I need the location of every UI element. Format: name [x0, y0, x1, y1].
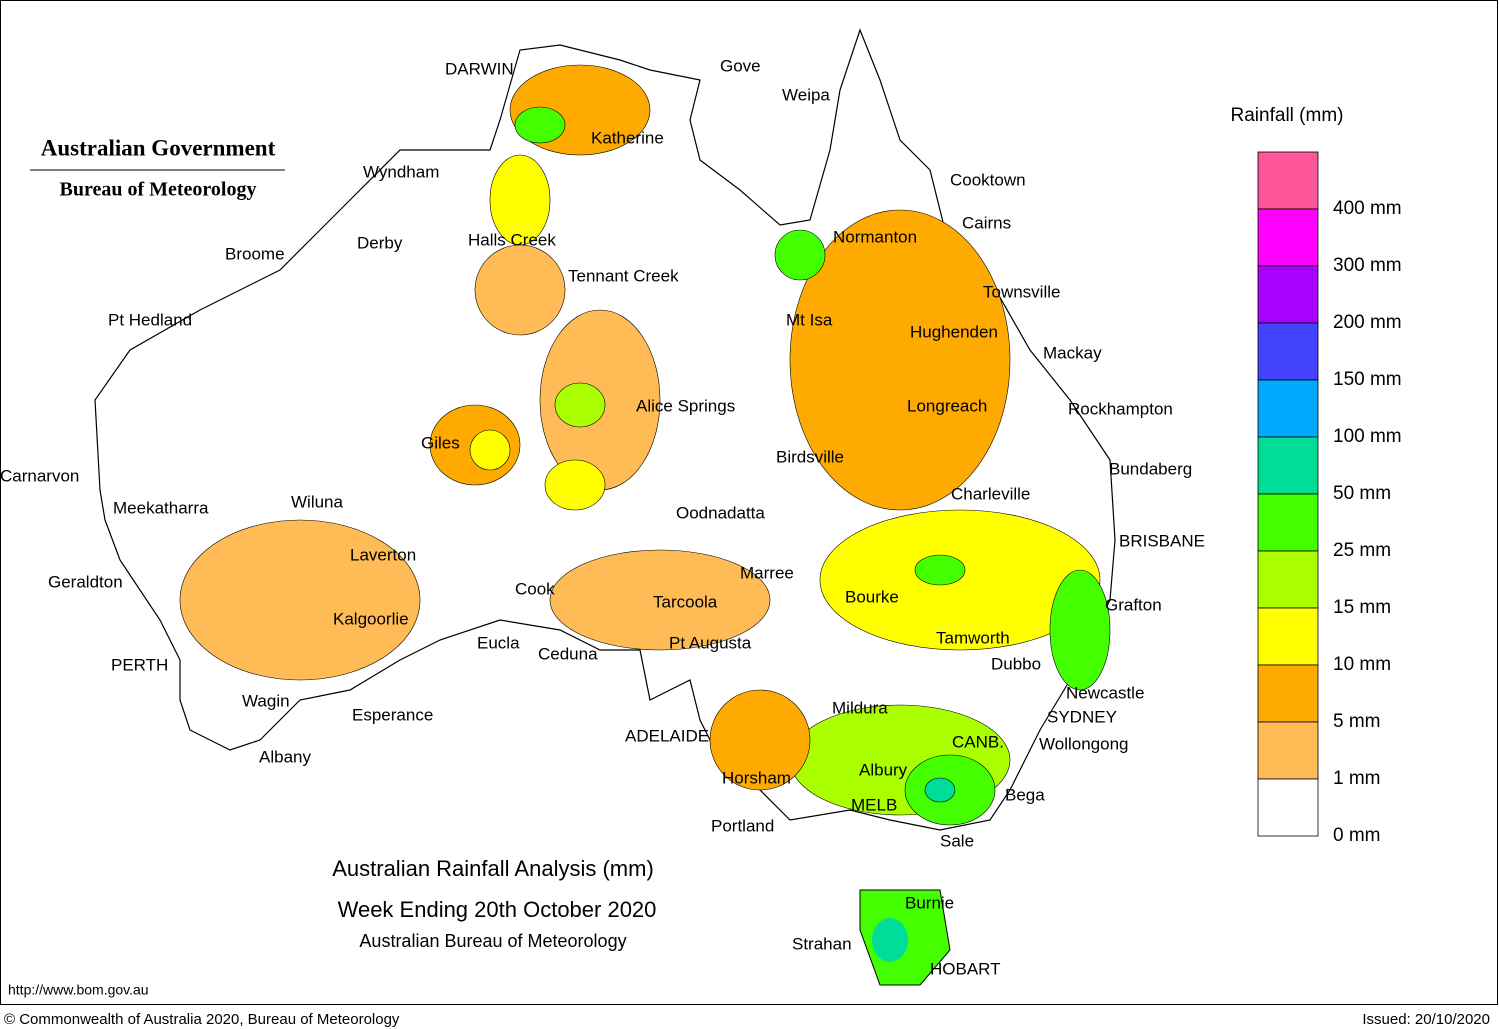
place-label: Birdsville [776, 447, 844, 466]
legend-swatch [1257, 265, 1319, 324]
legend-swatch [1257, 208, 1319, 267]
place-label: Wollongong [1039, 734, 1128, 753]
legend-swatch [1257, 322, 1319, 381]
place-label: Mackay [1043, 343, 1102, 362]
place-label: ADELAIDE [625, 726, 709, 745]
place-label: Normanton [833, 227, 917, 246]
place-label: Albury [859, 760, 908, 779]
agency-name: Bureau of Meteorology [59, 179, 256, 201]
copyright: © Commonwealth of Australia 2020, Bureau… [4, 1011, 400, 1028]
legend-label: 15 mm [1333, 597, 1391, 618]
place-label: Esperance [352, 705, 433, 724]
place-label: CANB. [952, 732, 1004, 751]
place-label: Wyndham [363, 162, 439, 181]
place-label: Eucla [477, 633, 520, 652]
place-label: Oodnadatta [676, 503, 765, 522]
title-1: Australian Rainfall Analysis (mm) [332, 856, 654, 881]
gov-name: Australian Government [41, 135, 276, 160]
place-label: Laverton [350, 545, 416, 564]
place-label: Wiluna [291, 492, 344, 511]
place-label: Meekatharra [113, 498, 209, 517]
legend-swatch [1257, 664, 1319, 723]
place-label: Mt Isa [786, 310, 833, 329]
place-label: HOBART [930, 959, 1001, 978]
place-label: Portland [711, 816, 774, 835]
legend-swatch [1257, 550, 1319, 609]
legend-label: 50 mm [1333, 483, 1391, 504]
rain-areas [179, 64, 1111, 826]
legend-label: 5 mm [1333, 711, 1381, 732]
place-label: Horsham [722, 768, 791, 787]
place-label: Derby [357, 233, 403, 252]
place-label: Strahan [792, 934, 852, 953]
place-label: Mildura [832, 698, 888, 717]
place-label: Albany [259, 747, 311, 766]
place-label: Sale [940, 831, 974, 850]
url: http://www.bom.gov.au [8, 982, 149, 998]
place-label: Weipa [782, 85, 830, 104]
place-label: Rockhampton [1068, 399, 1173, 418]
issued: Issued: 20/10/2020 [1362, 1011, 1490, 1028]
place-label: Cooktown [950, 170, 1026, 189]
place-label: Tamworth [936, 628, 1010, 647]
legend-label: 1 mm [1333, 768, 1381, 789]
place-label: Katherine [591, 128, 664, 147]
place-label: Charleville [951, 484, 1030, 503]
legend-label: 100 mm [1333, 426, 1402, 447]
place-label: SYDNEY [1047, 707, 1117, 726]
place-label: Tarcoola [653, 592, 718, 611]
legend-swatch [1257, 607, 1319, 666]
place-label: Newcastle [1066, 683, 1144, 702]
place-label: Burnie [905, 893, 954, 912]
legend-title: Rainfall (mm) [1231, 105, 1344, 126]
legend-label: 300 mm [1333, 255, 1402, 276]
place-label: BRISBANE [1119, 531, 1205, 550]
place-label: Ceduna [538, 644, 598, 663]
legend-swatch [1257, 379, 1319, 438]
place-label: MELB [851, 795, 897, 814]
place-label: Grafton [1105, 595, 1162, 614]
place-label: Cairns [962, 213, 1011, 232]
place-label: Alice Springs [636, 396, 735, 415]
place-label: Hughenden [910, 322, 998, 341]
legend-label: 400 mm [1333, 198, 1402, 219]
legend-swatch [1257, 778, 1319, 837]
legend-swatch [1257, 493, 1319, 552]
place-label: Bega [1005, 785, 1045, 804]
place-label: Pt Hedland [108, 310, 192, 329]
tasmania-heavy [872, 918, 908, 962]
legend-swatch [1257, 436, 1319, 495]
place-label: DARWIN [445, 59, 514, 78]
legend-label: 0 mm [1333, 825, 1381, 846]
place-label: Townsville [983, 282, 1060, 301]
place-label: Longreach [907, 396, 987, 415]
place-label: Pt Augusta [669, 633, 752, 652]
place-label: Bundaberg [1109, 459, 1192, 478]
place-label: Broome [225, 244, 285, 263]
legend-label: 150 mm [1333, 369, 1402, 390]
place-label: Kalgoorlie [333, 609, 409, 628]
legend-swatch [1257, 151, 1319, 210]
place-label: Geraldton [48, 572, 123, 591]
place-label: Carnarvon [0, 466, 79, 485]
place-label: Cook [515, 579, 555, 598]
legend-label: 10 mm [1333, 654, 1391, 675]
legend-label: 200 mm [1333, 312, 1402, 333]
title-3: Australian Bureau of Meteorology [359, 931, 626, 951]
place-label: Gove [720, 56, 761, 75]
legend-label: 25 mm [1333, 540, 1391, 561]
legend-swatch [1257, 721, 1319, 780]
place-label: Bourke [845, 587, 899, 606]
place-label: Marree [740, 563, 794, 582]
place-label: PERTH [111, 655, 168, 674]
place-label: Giles [421, 433, 460, 452]
place-label: Halls Creek [468, 230, 556, 249]
place-label: Tennant Creek [568, 266, 679, 285]
title-2: Week Ending 20th October 2020 [338, 897, 657, 922]
place-label: Dubbo [991, 654, 1041, 673]
place-label: Wagin [242, 691, 290, 710]
